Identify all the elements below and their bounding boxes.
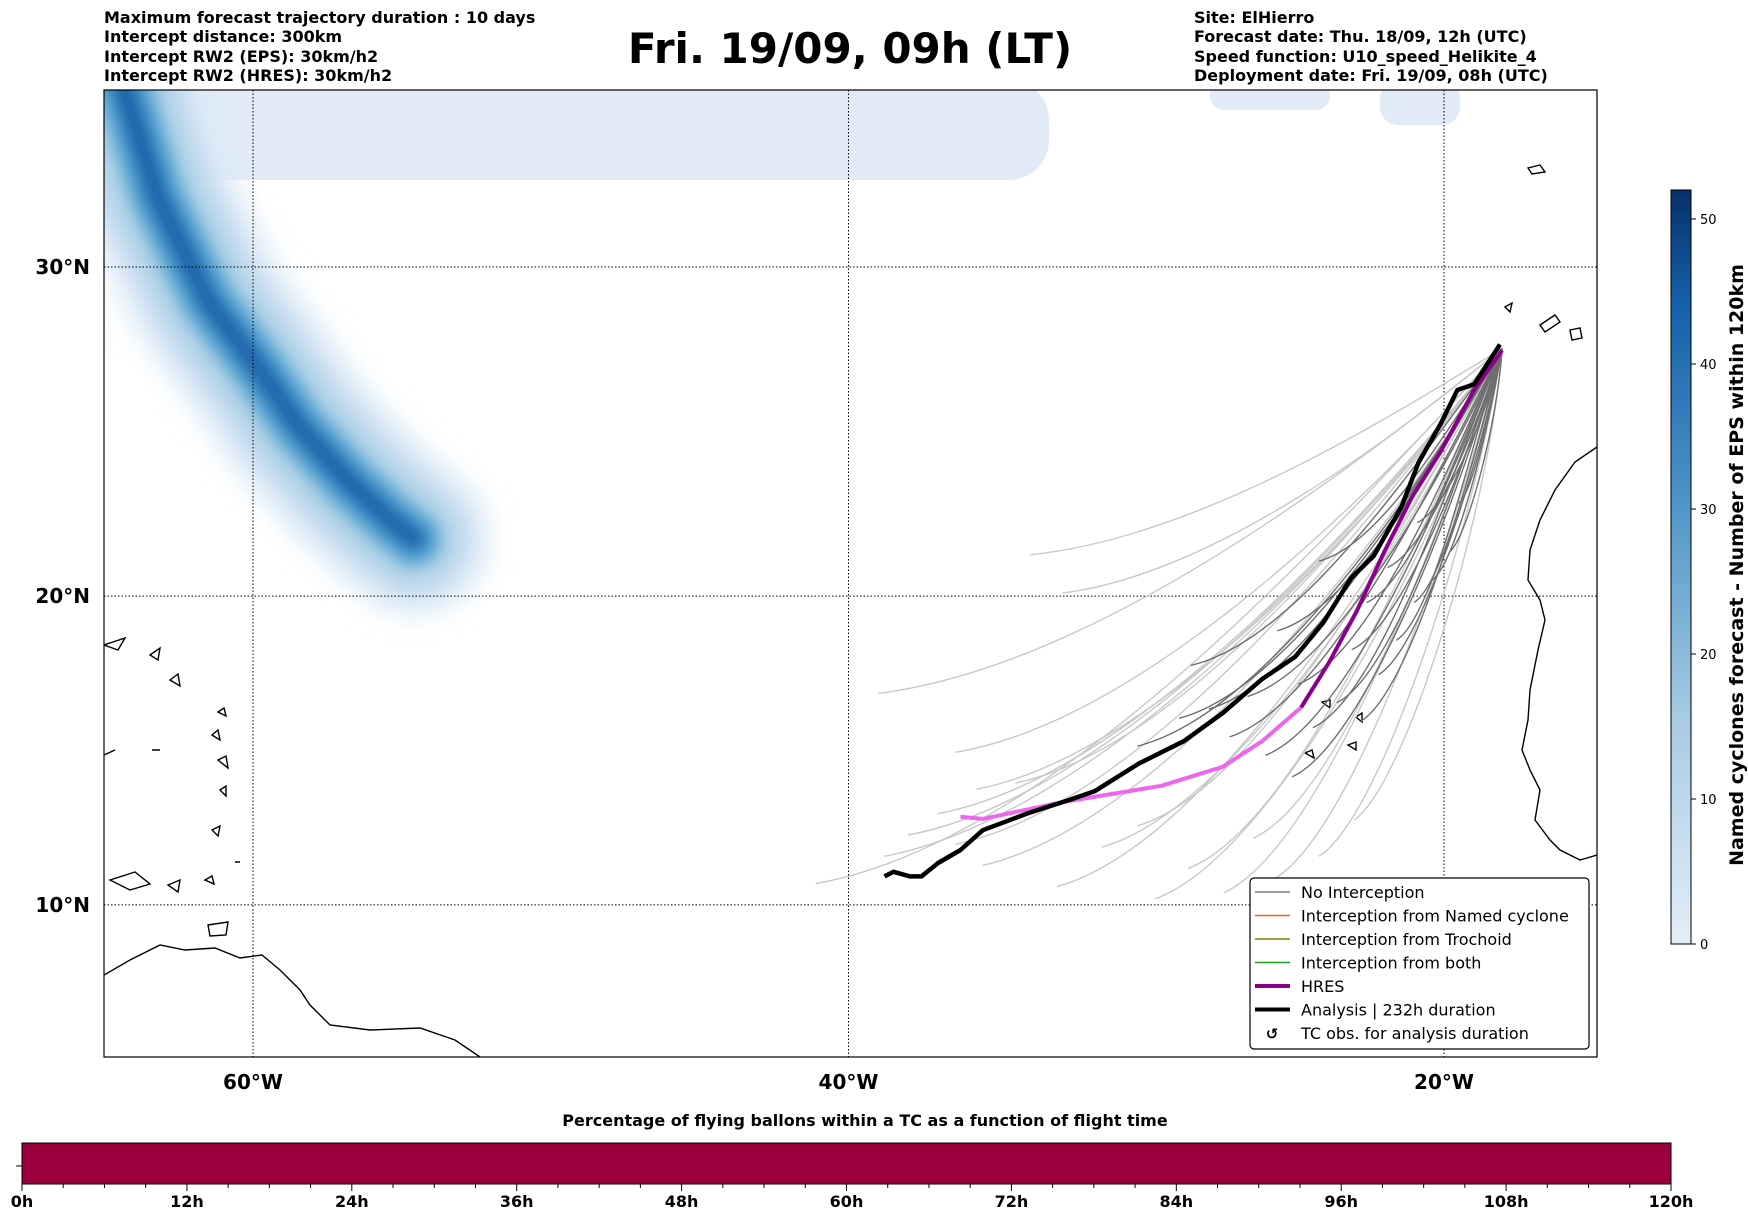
- coast-trinidad: [207, 921, 229, 937]
- bottom-bar-tick-label: 48h: [665, 1192, 699, 1211]
- bottom-bar-tick-label: 84h: [1159, 1192, 1193, 1211]
- ensemble-trajectory-light: [1187, 348, 1503, 870]
- map-axis-labels: 60°W 40°W 20°W 30°N 20°N 10°N: [35, 255, 1474, 1094]
- colorbar-ramp: [1670, 189, 1692, 945]
- coast-venezuela-islands: [108, 871, 181, 894]
- bottom-bar-tick-label: 0h: [11, 1192, 34, 1211]
- colorbar-tick-label: 40: [1700, 358, 1717, 373]
- lat-tick-label: 30°N: [35, 255, 90, 279]
- header-max-duration: Maximum forecast trajectory duration : 1…: [104, 8, 535, 27]
- colorbar-tick-label: 10: [1700, 793, 1717, 808]
- ensemble-trajectory-dark: [1449, 348, 1503, 553]
- header-intercept-hres: Intercept RW2 (HRES): 30km/h2: [104, 66, 392, 85]
- lon-tick-label: 20°W: [1414, 1070, 1474, 1094]
- header-forecast-date: Forecast date: Thu. 18/09, 12h (UTC): [1194, 27, 1527, 46]
- header-site: Site: ElHierro: [1194, 8, 1314, 27]
- coast-bay-islands: [104, 749, 240, 863]
- ensemble-trajectory-dark: [1458, 348, 1503, 504]
- tc-obs-symbol-icon: ↺: [1266, 1025, 1279, 1043]
- ensemble-trajectory-dark: [1366, 348, 1503, 604]
- ensemble-trajectory-dark: [1229, 348, 1503, 738]
- header-deployment-date: Deployment date: Fri. 19/09, 08h (UTC): [1194, 66, 1548, 85]
- ensemble-trajectory-dark: [1387, 348, 1503, 569]
- lat-tick-label: 20°N: [35, 584, 90, 608]
- lat-tick-label: 10°N: [35, 893, 90, 917]
- bottom-bar-fill: [21, 1142, 1672, 1185]
- legend-item-label: HRES: [1301, 977, 1344, 996]
- ensemble-trajectory-light: [955, 348, 1503, 845]
- ensemble-trajectory-light: [1062, 348, 1503, 594]
- header-speed-function: Speed function: U10_speed_Helikite_4: [1194, 47, 1537, 66]
- ensemble-trajectory-dark: [1247, 348, 1503, 698]
- cyclone-density-field: [104, 90, 1460, 614]
- legend-item-label: Interception from Trochoid: [1301, 930, 1512, 949]
- main-trajectories: [883, 343, 1504, 879]
- map-panel: [104, 90, 1597, 1057]
- map-frame: [103, 89, 1598, 1058]
- header-intercept-distance: Intercept distance: 300km: [104, 27, 342, 46]
- lon-tick-label: 40°W: [819, 1070, 879, 1094]
- bottom-bar-tick-label: 120h: [1649, 1192, 1694, 1211]
- lon-tick-label: 60°W: [223, 1070, 283, 1094]
- colorbar: Named cyclones forecast - Number of EPS …: [1670, 189, 1748, 953]
- bottom-bar-title: Percentage of flying ballons within a TC…: [562, 1111, 1168, 1130]
- hres-track-early: [1299, 349, 1504, 709]
- legend-item-label: No Interception: [1301, 883, 1425, 902]
- flight-time-bar: Percentage of flying ballons within a TC…: [11, 1111, 1694, 1211]
- ensemble-trajectory-dark: [1395, 348, 1503, 641]
- bottom-bar-tick-label: 12h: [170, 1192, 204, 1211]
- ensemble-trajectory-dark: [1312, 348, 1503, 729]
- density-patch-top-1: [1210, 90, 1330, 110]
- legend-item-label: Interception from both: [1301, 954, 1481, 973]
- colorbar-tick-label: 20: [1700, 648, 1717, 663]
- bottom-bar-tick-label: 36h: [500, 1192, 534, 1211]
- ensemble-trajectory-dark: [1190, 348, 1503, 667]
- ensemble-trajectory-light: [955, 348, 1503, 753]
- ensemble-trajectory-dark: [1277, 348, 1503, 632]
- coast-africa: [1521, 446, 1597, 861]
- ensemble-trajectory-dark: [1416, 348, 1503, 524]
- coast-south-america: [104, 944, 481, 1057]
- ensemble-trajectory-dark: [1291, 348, 1503, 778]
- density-band-top: [104, 90, 1049, 180]
- coast-lesser-antilles: [203, 706, 229, 886]
- ensemble-trajectory-light: [1015, 348, 1503, 784]
- colorbar-tick-label: 0: [1700, 938, 1708, 953]
- analysis-track: [883, 343, 1502, 879]
- colorbar-tick-label: 30: [1700, 503, 1717, 518]
- bottom-bar-tick-label: 108h: [1484, 1192, 1529, 1211]
- bottom-bar-tick-label: 24h: [335, 1192, 369, 1211]
- legend-item-label: Analysis | 232h duration: [1301, 1001, 1496, 1020]
- density-patch-top-2: [1380, 90, 1460, 125]
- legend: No Interception Interception from Named c…: [1249, 877, 1590, 1050]
- coast-canary-islands: [1503, 164, 1583, 341]
- legend-item-label: TC obs. for analysis duration: [1300, 1024, 1529, 1043]
- header-left: Maximum forecast trajectory duration : 1…: [104, 8, 535, 85]
- bottom-bar-tick-label: 96h: [1324, 1192, 1358, 1211]
- bottom-bar-tick-label: 60h: [830, 1192, 864, 1211]
- header-intercept-eps: Intercept RW2 (EPS): 30km/h2: [104, 47, 378, 66]
- ensemble-trajectory-light: [1137, 348, 1503, 827]
- hres-track-late: [960, 705, 1303, 821]
- header-right: Site: ElHierro Forecast date: Thu. 18/09…: [1194, 8, 1548, 85]
- colorbar-label: Named cyclones forecast - Number of EPS …: [1726, 264, 1748, 866]
- ensemble-trajectory-dark: [1431, 348, 1503, 581]
- bottom-bar-tick-label: 72h: [995, 1192, 1029, 1211]
- density-layer-5: [116, 90, 422, 547]
- page-title: Fri. 19/09, 09h (LT): [628, 24, 1072, 73]
- coast-cape-verde: [1303, 699, 1363, 760]
- ensemble-trajectory-light: [1030, 347, 1503, 556]
- legend-item-label: Interception from Named cyclone: [1301, 907, 1569, 926]
- colorbar-tick-label: 50: [1700, 213, 1717, 228]
- coastlines: [104, 164, 1597, 1057]
- coast-puerto-rico: [104, 636, 181, 688]
